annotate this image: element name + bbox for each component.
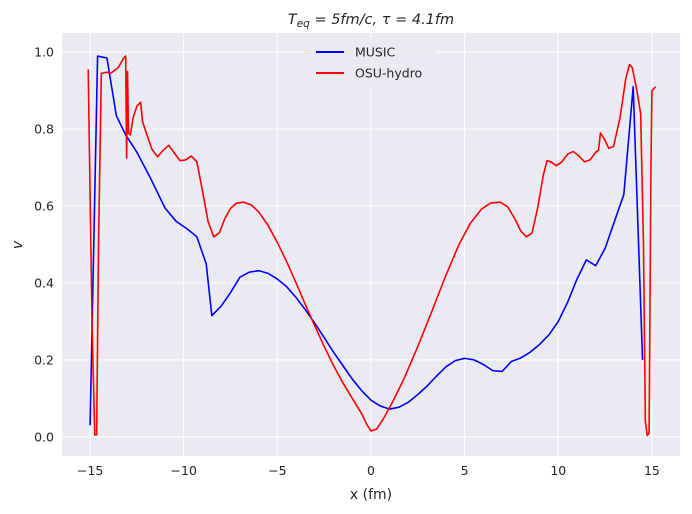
y-axis-label: v — [10, 240, 26, 249]
x-tick-label: −5 — [268, 463, 286, 478]
y-tick-label: 0.8 — [34, 122, 54, 137]
legend-label-osu-hydro: OSU-hydro — [355, 66, 422, 81]
x-tick-label: 0 — [367, 463, 375, 478]
y-tick-label: 0.2 — [34, 352, 54, 367]
x-tick-label: −10 — [171, 463, 197, 478]
x-tick-label: 15 — [644, 463, 660, 478]
series-line-osu-hydro — [87, 55, 657, 437]
grid — [62, 33, 680, 456]
series-layer — [87, 55, 657, 437]
y-tick-label: 1.0 — [34, 45, 54, 60]
y-tick-label: 0.0 — [34, 429, 54, 444]
x-tick-label: 10 — [550, 463, 566, 478]
chart-title: Teq = 5fm/c, τ = 4.1fm — [288, 12, 454, 30]
y-tick-label: 0.4 — [34, 275, 54, 290]
x-axis-label: x (fm) — [350, 487, 392, 503]
legend: MUSIC OSU-hydro — [304, 40, 437, 88]
x-tick-label: −15 — [77, 463, 103, 478]
x-tick-label: 5 — [461, 463, 469, 478]
y-tick-label: 0.6 — [34, 199, 54, 214]
series-line-music — [89, 55, 644, 426]
x-tick-labels: −15 −10 −5 0 5 10 15 — [77, 463, 660, 478]
legend-label-music: MUSIC — [355, 45, 396, 60]
y-tick-labels: 0.0 0.2 0.4 0.6 0.8 1.0 — [34, 45, 54, 445]
